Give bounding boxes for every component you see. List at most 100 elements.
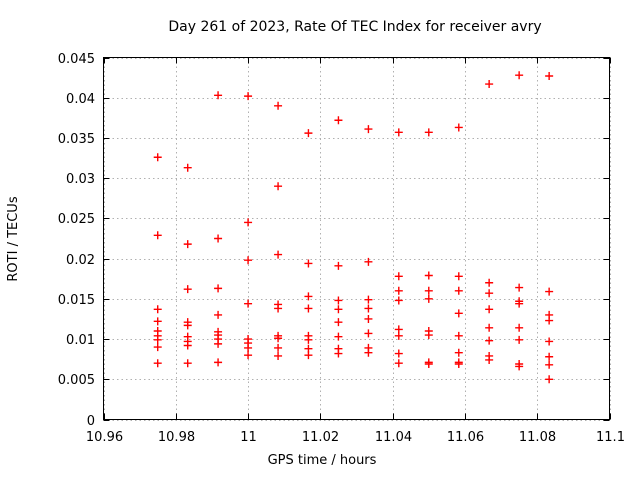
data-point-marker <box>364 329 373 338</box>
data-point-marker <box>394 359 403 368</box>
data-point-marker <box>153 335 162 344</box>
data-point-marker <box>214 339 223 348</box>
data-point-marker <box>545 287 554 296</box>
data-point-marker <box>454 272 463 281</box>
data-point-marker <box>394 272 403 281</box>
data-point-marker <box>364 314 373 323</box>
data-point-marker <box>545 337 554 346</box>
y-tick-label: 0.025 <box>58 212 95 227</box>
data-point-marker <box>334 332 343 341</box>
data-point-marker <box>214 234 223 243</box>
data-point-marker <box>454 331 463 340</box>
data-point-marker <box>244 92 253 101</box>
data-point-marker <box>274 351 283 360</box>
data-point-marker <box>454 348 463 357</box>
data-point-marker <box>394 296 403 305</box>
y-tick-label: 0.015 <box>58 293 95 308</box>
tick-labels: 10.96 10.98 11 11.02 11.04 11.06 11.08 11.1 0 0.0… <box>58 52 625 445</box>
y-tick-label: 0.005 <box>58 373 95 388</box>
data-point-marker <box>515 283 524 292</box>
data-point-marker <box>244 299 253 308</box>
data-points <box>153 71 554 384</box>
data-point-marker <box>454 309 463 318</box>
data-point-marker <box>153 153 162 162</box>
plot-border <box>103 57 610 420</box>
data-point-marker <box>515 335 524 344</box>
data-point-marker <box>304 304 313 313</box>
data-point-marker <box>515 323 524 332</box>
data-point-marker <box>485 289 494 298</box>
x-tick-label: 11.1 <box>596 430 625 445</box>
data-point-marker <box>394 331 403 340</box>
data-point-marker <box>545 360 554 369</box>
data-point-marker <box>364 348 373 357</box>
data-point-marker <box>274 101 283 110</box>
y-tick-label: 0.01 <box>66 333 95 348</box>
y-tick-label: 0 <box>87 414 95 429</box>
data-point-marker <box>304 335 313 344</box>
data-point-marker <box>545 352 554 361</box>
data-point-marker <box>274 182 283 191</box>
data-point-marker <box>545 375 554 384</box>
data-point-marker <box>183 341 192 350</box>
data-point-marker <box>183 163 192 172</box>
data-point-marker <box>183 285 192 294</box>
data-point-marker <box>214 284 223 293</box>
data-point-marker <box>244 351 253 360</box>
data-point-marker <box>334 261 343 270</box>
data-point-marker <box>153 317 162 326</box>
data-point-marker <box>485 355 494 364</box>
data-point-marker <box>274 343 283 352</box>
data-point-marker <box>424 271 433 280</box>
data-point-marker <box>274 334 283 343</box>
data-point-marker <box>485 336 494 345</box>
data-point-marker <box>424 331 433 340</box>
data-point-marker <box>334 116 343 125</box>
y-tick-label: 0.045 <box>58 52 95 67</box>
data-point-marker <box>424 294 433 303</box>
data-point-marker <box>183 321 192 330</box>
x-tick-label: 11 <box>240 430 257 445</box>
data-point-marker <box>485 305 494 314</box>
data-point-marker <box>485 278 494 287</box>
data-point-marker <box>304 292 313 301</box>
data-point-marker <box>334 296 343 305</box>
y-tick-label: 0.04 <box>66 92 95 107</box>
data-point-marker <box>153 343 162 352</box>
data-point-marker <box>364 304 373 313</box>
data-point-marker <box>545 72 554 81</box>
chart-title: Day 261 of 2023, Rate Of TEC Index for r… <box>168 19 541 35</box>
data-point-marker <box>394 286 403 295</box>
data-point-marker <box>394 349 403 358</box>
data-point-marker <box>454 359 463 368</box>
x-tick-label: 11.02 <box>302 430 339 445</box>
y-tick-label: 0.03 <box>66 172 95 187</box>
x-tick-label: 11.04 <box>375 430 412 445</box>
data-point-marker <box>485 323 494 332</box>
data-point-marker <box>424 286 433 295</box>
data-point-marker <box>364 257 373 266</box>
data-point-marker <box>274 250 283 259</box>
data-point-marker <box>214 91 223 100</box>
data-point-marker <box>424 359 433 368</box>
data-point-marker <box>364 295 373 304</box>
data-point-marker <box>515 362 524 371</box>
x-tick-label: 11.08 <box>519 430 556 445</box>
data-point-marker <box>183 359 192 368</box>
data-point-marker <box>244 218 253 227</box>
data-point-marker <box>334 349 343 358</box>
data-point-marker <box>153 231 162 240</box>
x-tick-label: 11.06 <box>447 430 484 445</box>
data-point-marker <box>153 305 162 314</box>
x-tick-label: 10.96 <box>86 430 123 445</box>
data-point-marker <box>304 259 313 268</box>
data-point-marker <box>214 310 223 319</box>
data-point-marker <box>244 256 253 265</box>
y-tick-label: 0.02 <box>66 253 95 268</box>
data-point-marker <box>153 359 162 368</box>
data-point-marker <box>214 358 223 367</box>
data-point-marker <box>454 123 463 132</box>
data-point-marker <box>274 304 283 313</box>
